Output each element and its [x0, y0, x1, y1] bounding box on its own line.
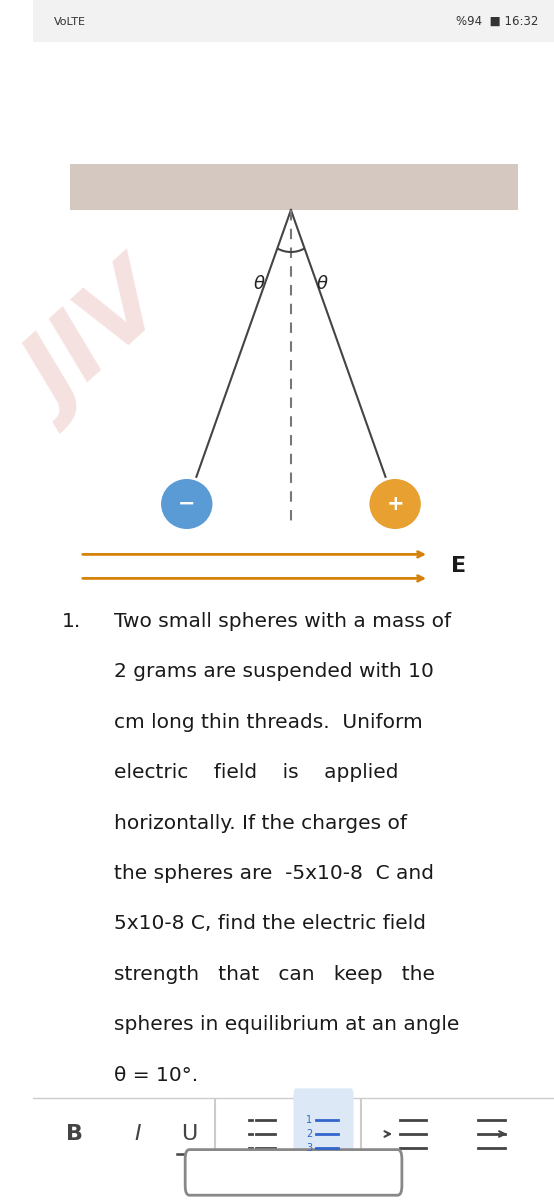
Text: +: + [386, 494, 404, 514]
Text: B: B [66, 1124, 83, 1144]
Text: spheres in equilibrium at an angle: spheres in equilibrium at an angle [114, 1015, 459, 1034]
Text: electric    field    is    applied: electric field is applied [114, 763, 398, 782]
FancyBboxPatch shape [70, 164, 517, 210]
Text: U: U [181, 1124, 197, 1144]
Text: Two small spheres with a mass of: Two small spheres with a mass of [114, 612, 451, 631]
Text: θ = 10°.: θ = 10°. [114, 1066, 198, 1085]
Bar [33, 0, 554, 42]
Text: $\mathbf{E}$: $\mathbf{E}$ [450, 557, 465, 576]
Text: cm long thin threads.  Uniform: cm long thin threads. Uniform [114, 713, 423, 732]
FancyBboxPatch shape [185, 1150, 402, 1195]
Text: $\theta$: $\theta$ [253, 276, 266, 294]
Text: the spheres are  -5x10-8  C and: the spheres are -5x10-8 C and [114, 864, 434, 883]
Text: horizontally. If the charges of: horizontally. If the charges of [114, 814, 407, 833]
Text: VoLTE: VoLTE [54, 17, 86, 26]
FancyBboxPatch shape [294, 1088, 353, 1180]
Text: 2 grams are suspended with 10: 2 grams are suspended with 10 [114, 662, 434, 682]
Text: I: I [134, 1124, 141, 1144]
Text: strength   that   can   keep   the: strength that can keep the [114, 965, 435, 984]
Text: JIV: JIV [12, 262, 189, 434]
Text: −: − [178, 494, 196, 514]
Ellipse shape [160, 478, 214, 530]
Text: $\theta$: $\theta$ [316, 276, 329, 294]
Text: 2: 2 [306, 1129, 312, 1139]
Text: 5x10-8 C, find the electric field: 5x10-8 C, find the electric field [114, 914, 426, 934]
Text: 1: 1 [306, 1115, 312, 1124]
Text: %94  ■ 16:32: %94 ■ 16:32 [456, 16, 538, 28]
Text: 1.: 1. [61, 612, 81, 631]
Text: 3: 3 [306, 1144, 312, 1153]
Ellipse shape [368, 478, 422, 530]
